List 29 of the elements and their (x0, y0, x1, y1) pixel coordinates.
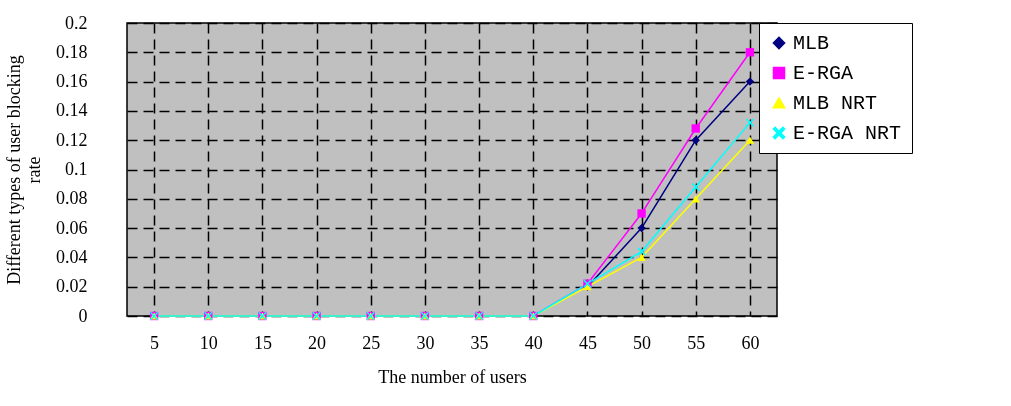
y-tick-label: 0.08 (56, 188, 88, 209)
y-tick-label: 0.1 (65, 159, 88, 179)
x-tick-label: 20 (308, 332, 327, 353)
y-tick-label: 0.12 (56, 129, 88, 150)
x-tick-label: 10 (199, 332, 218, 353)
x-tick-label: 50 (633, 332, 652, 353)
x-tick-label: 55 (687, 332, 706, 353)
y-tick-label: 0 (78, 305, 88, 326)
legend-label: E-RGA (793, 62, 854, 85)
x-tick-label: 5 (150, 332, 160, 353)
y-tick-label: 0.16 (56, 71, 88, 92)
legend-label: MLB (793, 32, 830, 55)
y-tick-label: 0.04 (56, 246, 88, 267)
x-tick-label: 40 (524, 332, 543, 353)
y-axis-title: Different types of user blocking rate (4, 55, 44, 285)
y-tick-label: 0.02 (56, 276, 88, 297)
x-tick-label: 25 (362, 332, 381, 353)
x-tick-label: 45 (578, 332, 597, 353)
legend-label: E-RGA NRT (793, 122, 902, 145)
x-tick-label: 30 (416, 332, 435, 353)
y-tick-label: 0.06 (56, 217, 88, 238)
y-tick-label: 0.18 (56, 41, 88, 62)
y-tick-label: 0.14 (56, 100, 88, 121)
x-axis-title: The number of users (378, 366, 527, 387)
legend-label: MLB NRT (793, 92, 878, 115)
x-tick-label: 35 (470, 332, 489, 353)
x-tick-label: 60 (741, 332, 760, 353)
y-tick-label: 0.2 (65, 12, 88, 33)
x-tick-label: 15 (253, 332, 272, 353)
